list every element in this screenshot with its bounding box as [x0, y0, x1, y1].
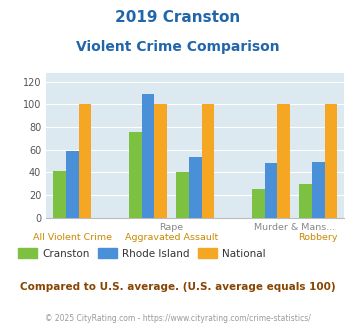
Bar: [202, 104, 214, 218]
Bar: [325, 104, 338, 218]
Bar: [154, 104, 167, 218]
Text: Compared to U.S. average. (U.S. average equals 100): Compared to U.S. average. (U.S. average …: [20, 282, 335, 292]
Bar: [299, 184, 312, 218]
Text: © 2025 CityRating.com - https://www.cityrating.com/crime-statistics/: © 2025 CityRating.com - https://www.city…: [45, 314, 310, 323]
Bar: [312, 162, 325, 218]
Text: All Violent Crime: All Violent Crime: [33, 233, 112, 242]
Bar: [78, 104, 91, 218]
Bar: [277, 104, 290, 218]
Bar: [252, 189, 264, 218]
Text: Murder & Mans...: Murder & Mans...: [254, 223, 335, 232]
Bar: [189, 156, 202, 218]
Text: Violent Crime Comparison: Violent Crime Comparison: [76, 40, 279, 53]
Bar: [142, 94, 154, 218]
Legend: Cranston, Rhode Island, National: Cranston, Rhode Island, National: [14, 244, 269, 263]
Bar: [176, 172, 189, 218]
Text: Rape: Rape: [159, 223, 184, 232]
Bar: [264, 163, 277, 218]
Text: 2019 Cranston: 2019 Cranston: [115, 10, 240, 25]
Text: Aggravated Assault: Aggravated Assault: [125, 233, 218, 242]
Bar: [53, 171, 66, 218]
Text: Robbery: Robbery: [299, 233, 338, 242]
Bar: [66, 151, 78, 218]
Bar: [129, 132, 142, 218]
